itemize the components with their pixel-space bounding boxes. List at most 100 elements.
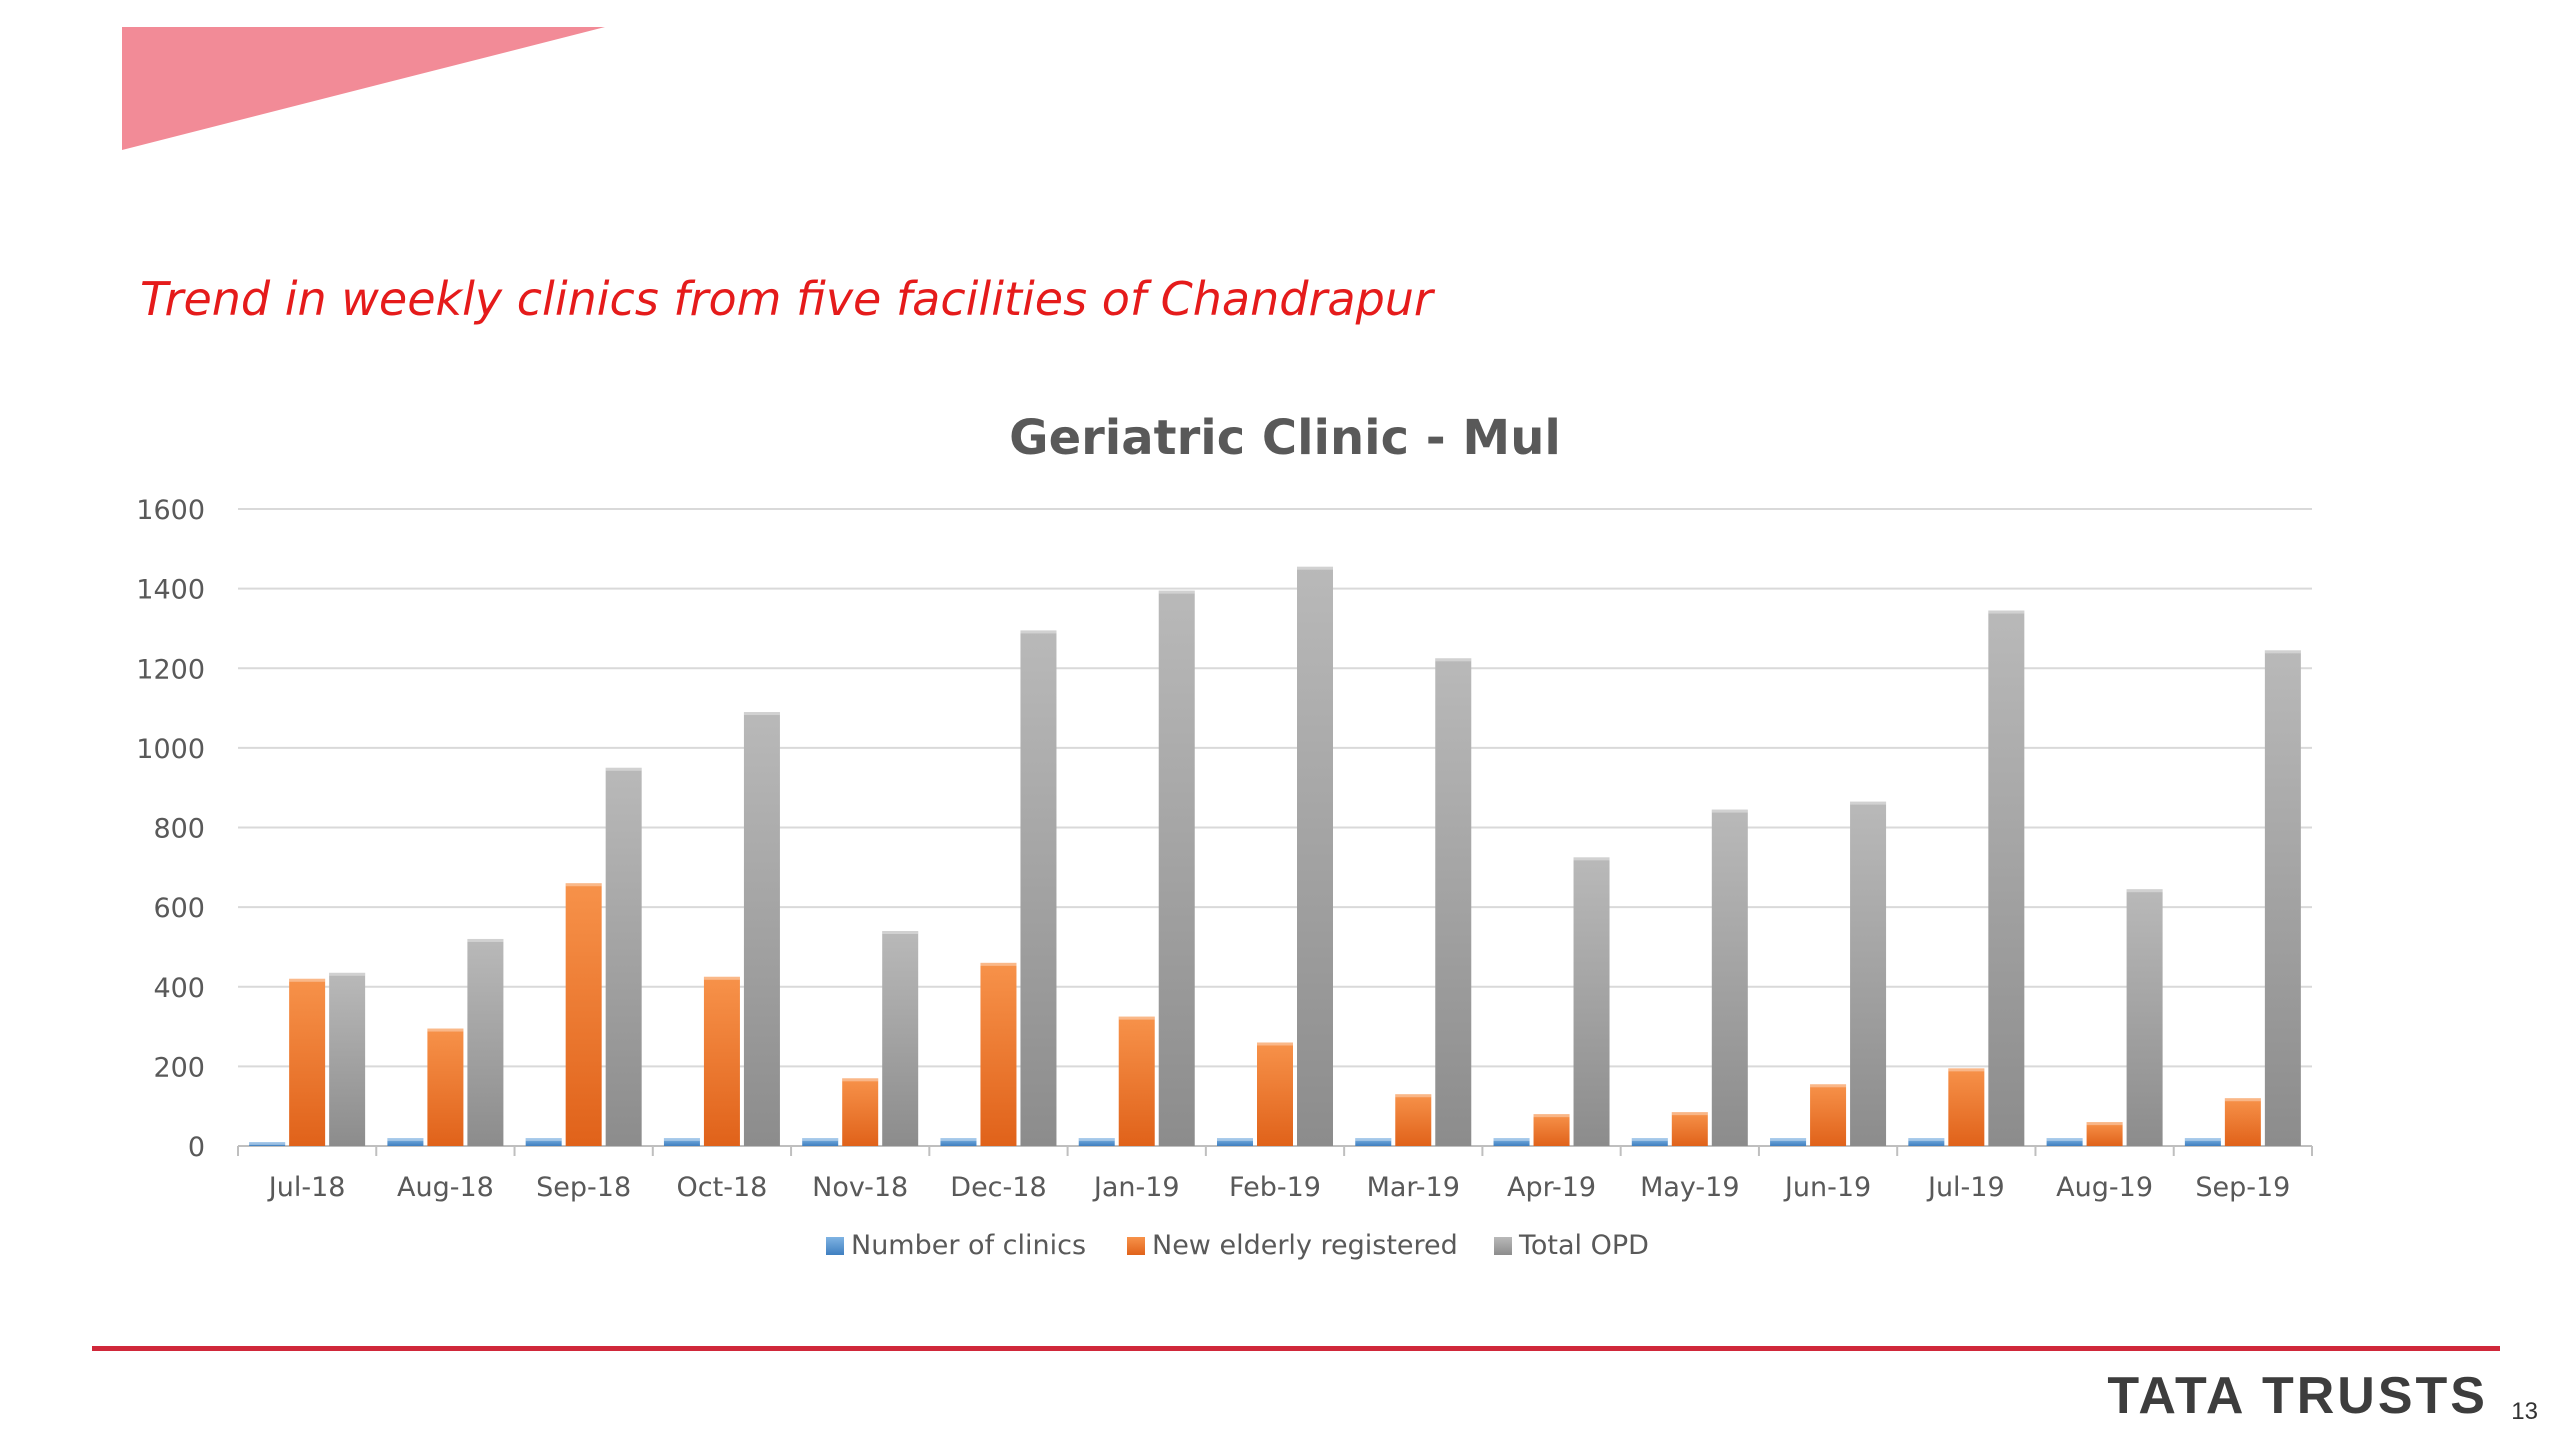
bar-highlight [940,1138,977,1142]
y-tick-label: 1400 [136,575,205,606]
chart-title: Geriatric Clinic - Mul [1009,410,1561,466]
bar-highlight [1355,1138,1392,1142]
bar-new-elderly-registered-jul-18 [289,978,326,1146]
bar-number-of-clinics-jul-19 [1908,1138,1945,1146]
bar-number-of-clinics-nov-18 [802,1138,839,1146]
bar-total-opd-aug-18 [467,938,504,1146]
bar-highlight [2046,1138,2083,1142]
bar-number-of-clinics-sep-18 [525,1138,562,1146]
bar-highlight [1908,1138,1945,1142]
bar-total-opd-sep-19 [2264,650,2301,1146]
bar-new-elderly-registered-apr-19 [1533,1114,1570,1146]
bar-number-of-clinics-dec-18 [940,1138,977,1146]
bar-highlight [743,712,780,716]
bar-highlight [1711,809,1748,813]
legend-swatch [1494,1237,1512,1255]
bar-new-elderly-registered-feb-19 [1257,1042,1293,1146]
bar-highlight [605,767,642,771]
x-tick-label: Nov-18 [812,1172,908,1203]
x-tick-label: Dec-18 [950,1172,1046,1203]
bar-total-opd-may-19 [1711,809,1748,1146]
x-tick-label: Jan-19 [1092,1172,1180,1203]
bar-new-elderly-registered-aug-19 [2086,1122,2123,1146]
bar-number-of-clinics-jan-19 [1078,1138,1115,1146]
bar-number-of-clinics-may-19 [1631,1138,1668,1146]
bar-highlight [980,962,1017,966]
bar-number-of-clinics-mar-19 [1355,1138,1392,1146]
accent-shape [122,27,605,150]
bar-total-opd-mar-19 [1435,658,1472,1146]
bar-highlight [1435,658,1472,662]
bar-highlight [467,938,504,942]
y-tick-label: 1600 [136,495,205,526]
bar-highlight [249,1142,286,1146]
bar-highlight [1297,566,1333,570]
x-tick-label: May-19 [1640,1172,1739,1203]
bar-total-opd-sep-18 [605,767,642,1146]
bar-highlight [1948,1068,1985,1072]
bar-highlight [1988,610,2025,614]
bar-highlight [703,976,740,980]
bar-highlight [1671,1112,1708,1116]
bar-number-of-clinics-apr-19 [1493,1138,1530,1146]
bar-highlight [2264,650,2301,654]
legend-label: New elderly registered [1152,1230,1458,1261]
footer-rule [92,1346,2500,1351]
bar-highlight [2184,1138,2221,1142]
bar-number-of-clinics-oct-18 [663,1138,700,1146]
x-tick-label: Feb-19 [1229,1172,1321,1203]
y-tick-labels: 0 200 400 600 800 1000 1200 1400 1600 [136,495,205,1163]
bar-highlight [289,978,326,982]
y-tick-label: 400 [153,973,205,1004]
bar-highlight [525,1138,562,1142]
bar-number-of-clinics-feb-19 [1217,1138,1253,1146]
bar-highlight [1217,1138,1253,1142]
x-tick-label: Sep-19 [2195,1172,2290,1203]
brand-logo-text: TATA TRUSTS [2107,1367,2488,1425]
x-tick-labels: Jul-18 Aug-18 Sep-18 Oct-18 Nov-18 Dec-18 Jan-… [267,1172,2291,1203]
x-tick-label: Aug-18 [397,1172,494,1203]
bar-highlight [1020,630,1057,634]
bar-highlight [1631,1138,1668,1142]
y-tick-label: 1200 [136,654,205,685]
bar-highlight [1533,1114,1570,1118]
x-tick-label: Apr-19 [1507,1172,1596,1203]
bar-new-elderly-registered-may-19 [1671,1112,1708,1146]
bar-highlight [1493,1138,1530,1142]
legend: Number of clinics New elderly registered T… [826,1230,1649,1261]
bar-new-elderly-registered-aug-18 [427,1028,464,1146]
y-tick-label: 600 [153,893,205,924]
x-tick-label: Aug-19 [2056,1172,2153,1203]
bar-highlight [1158,590,1195,594]
bar-total-opd-jun-19 [1850,801,1887,1146]
bar-number-of-clinics-jul-18 [249,1142,286,1146]
slide-subtitle: Trend in weekly clinics from five facili… [140,272,1433,326]
bar-new-elderly-registered-sep-18 [565,883,602,1146]
bar-highlight [1573,857,1610,861]
bar-total-opd-oct-18 [743,712,780,1146]
bar-highlight [2126,889,2163,893]
bar-total-opd-apr-19 [1573,857,1610,1146]
bar-highlight [802,1138,839,1142]
x-tick-label: Jun-19 [1783,1172,1871,1203]
bar-new-elderly-registered-jul-19 [1948,1068,1985,1146]
bar-highlight [1770,1138,1807,1142]
bar-highlight [842,1078,879,1082]
bar-highlight [663,1138,700,1142]
bar-highlight [329,972,366,976]
y-tick-label: 800 [153,814,205,845]
bar-total-opd-jul-18 [329,972,366,1146]
bar-new-elderly-registered-nov-18 [842,1078,879,1146]
bar-total-opd-jan-19 [1158,590,1195,1146]
x-tick-label: Jul-18 [267,1172,346,1203]
legend-swatch [1127,1237,1145,1255]
bar-new-elderly-registered-oct-18 [703,976,740,1146]
bar-highlight [427,1028,464,1032]
bar-new-elderly-registered-mar-19 [1395,1094,1432,1146]
bar-highlight [1810,1084,1847,1088]
legend-label: Number of clinics [851,1230,1086,1261]
bar-highlight [387,1138,424,1142]
axes [237,1145,2313,1156]
bar-total-opd-nov-18 [882,931,919,1146]
